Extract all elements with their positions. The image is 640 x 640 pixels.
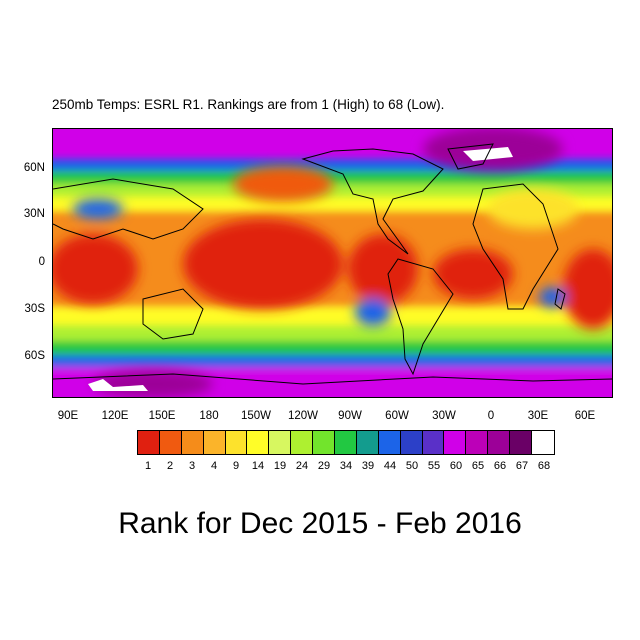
lon-label-60w: 60W [385, 410, 409, 422]
colorbar-swatch [466, 431, 489, 454]
plot-title: 250mb Temps: ESRL R1. Rankings are from … [52, 97, 445, 112]
lon-label-90e: 90E [57, 410, 79, 422]
colorbar-label: 4 [210, 460, 218, 472]
colorbar-label: 24 [295, 460, 309, 472]
colorbar-label: 39 [361, 460, 375, 472]
colorbar-swatch [488, 431, 511, 454]
colorbar-swatch [269, 431, 292, 454]
lon-label-30e: 30E [527, 410, 549, 422]
colorbar-label: 19 [273, 460, 287, 472]
colorbar-label: 2 [166, 460, 174, 472]
colorbar-label: 60 [449, 460, 463, 472]
lon-label-60e: 60E [574, 410, 596, 422]
colorbar-label: 14 [251, 460, 265, 472]
colorbar-swatch [313, 431, 336, 454]
colorbar-swatch [422, 431, 445, 454]
colorbar-swatch [378, 431, 401, 454]
colorbar-label: 50 [405, 460, 419, 472]
colorbar-swatch [335, 431, 357, 454]
lat-label-30s: 30S [24, 303, 45, 315]
colorbar-label: 67 [515, 460, 529, 472]
colorbar-label: 44 [383, 460, 397, 472]
colorbar-swatch [225, 431, 248, 454]
colorbar-swatch [444, 431, 467, 454]
colorbar-swatch [138, 431, 160, 454]
main-title: Rank for Dec 2015 - Feb 2016 [118, 507, 522, 540]
colorbar-label: 65 [471, 460, 485, 472]
colorbar-swatch [247, 431, 270, 454]
lat-label-30n: 30N [23, 208, 45, 220]
colorbar-swatch [181, 431, 204, 454]
colorbar-label: 9 [232, 460, 240, 472]
lon-label-120w: 120W [287, 410, 319, 422]
lon-label-180: 180 [199, 410, 219, 422]
colorbar [137, 430, 555, 455]
colorbar-swatch [159, 431, 182, 454]
lon-label-150e: 150E [148, 410, 176, 422]
colorbar-label: 55 [427, 460, 441, 472]
colorbar-label: 66 [493, 460, 507, 472]
lat-label-60n: 60N [23, 162, 45, 174]
rank-map-graphic [53, 129, 612, 397]
colorbar-label: 68 [537, 460, 551, 472]
lat-label-60s: 60S [24, 350, 45, 362]
colorbar-swatch [291, 431, 314, 454]
lon-label-120e: 120E [101, 410, 129, 422]
colorbar-label: 34 [339, 460, 353, 472]
colorbar-label: 3 [188, 460, 196, 472]
colorbar-swatch [203, 431, 226, 454]
lon-label-150w: 150W [240, 410, 272, 422]
colorbar-swatch [356, 431, 379, 454]
lon-label-0: 0 [487, 410, 495, 422]
colorbar-swatch [532, 431, 554, 454]
lon-label-90w: 90W [338, 410, 362, 422]
colorbar-swatch [510, 431, 533, 454]
lon-label-30w: 30W [432, 410, 456, 422]
rank-map [52, 128, 613, 398]
colorbar-label: 1 [144, 460, 152, 472]
colorbar-swatch [400, 431, 423, 454]
lat-label-0: 0 [38, 256, 45, 268]
colorbar-label: 29 [317, 460, 331, 472]
